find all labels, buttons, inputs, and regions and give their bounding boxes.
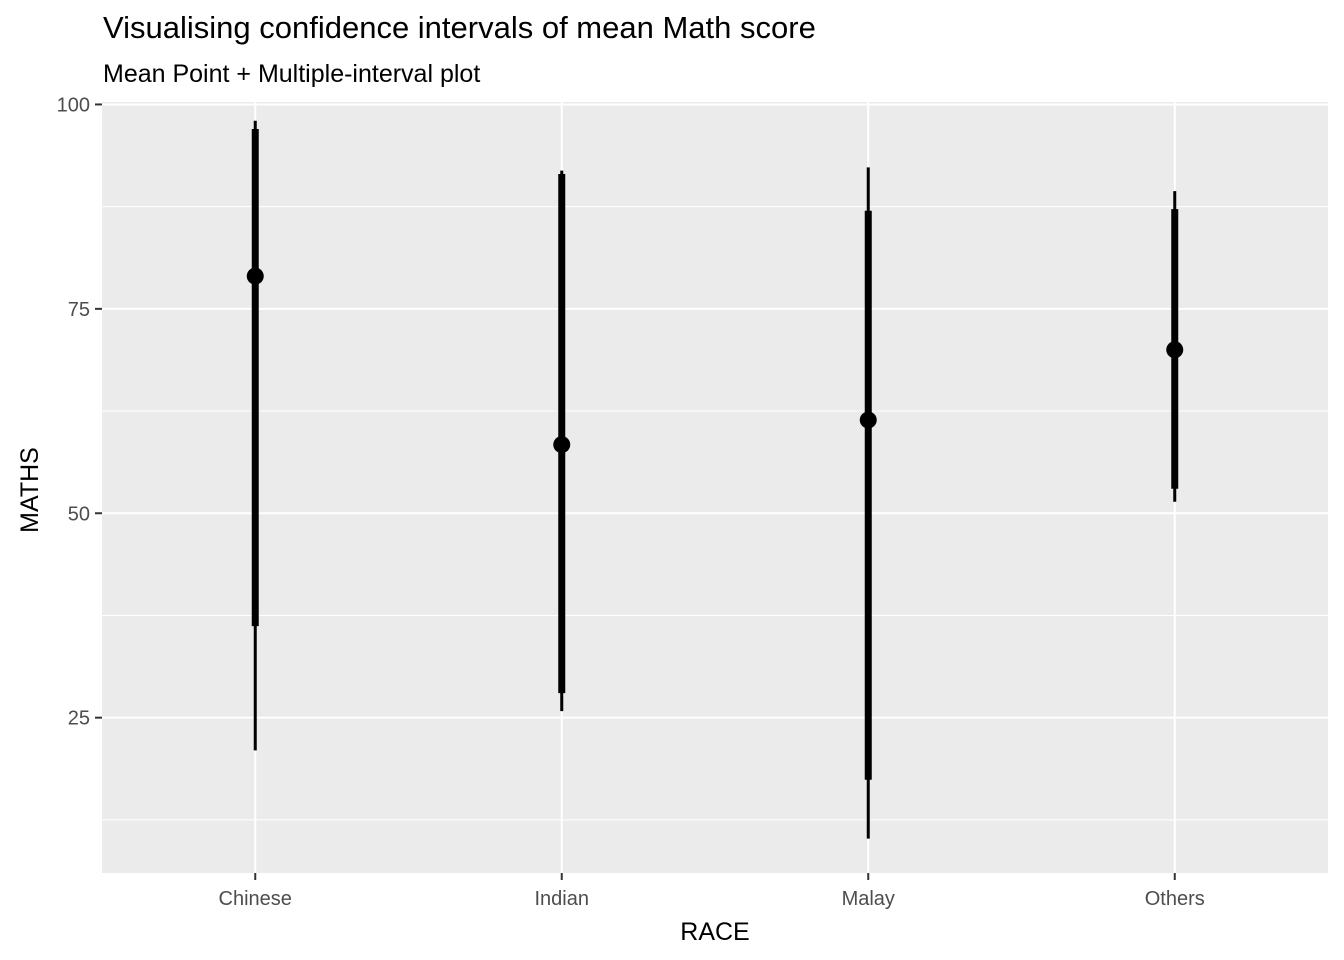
x-axis-title: RACE <box>680 918 749 946</box>
y-axis-title: MATHS <box>16 447 44 533</box>
mean-point-malay <box>859 411 877 429</box>
chart-title: Visualising confidence intervals of mean… <box>103 10 816 45</box>
x-tick-label: Indian <box>535 888 590 910</box>
y-tick-label: 25 <box>68 708 90 730</box>
mean-point-chinese <box>246 267 264 285</box>
y-tick-label: 100 <box>57 94 90 116</box>
intervals <box>246 120 1184 839</box>
x-tick-label: Chinese <box>219 888 292 910</box>
plot-panel <box>102 102 1328 873</box>
x-tick-label: Malay <box>842 888 895 910</box>
y-tick-label: 50 <box>68 503 90 525</box>
chart-subtitle: Mean Point + Multiple-interval plot <box>103 60 481 88</box>
axes: 25 50 75 100 Chinese Indian Malay Others <box>57 94 1205 910</box>
mean-point-others <box>1166 341 1184 359</box>
y-tick-label: 75 <box>68 299 90 321</box>
mean-point-indian <box>553 436 571 454</box>
x-tick-label: Others <box>1145 888 1205 910</box>
